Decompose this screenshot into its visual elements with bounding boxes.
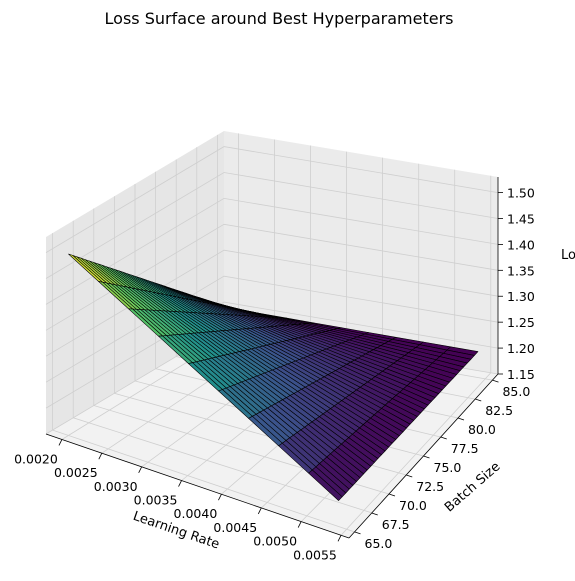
x-tick-label: 0.0020 bbox=[14, 451, 58, 466]
y-tick-mark bbox=[457, 417, 465, 421]
y-tick-label: 80.0 bbox=[468, 422, 496, 437]
z-tick-label: 1.30 bbox=[507, 289, 535, 304]
y-tick-mark bbox=[475, 398, 482, 402]
grid-line bbox=[45, 172, 499, 279]
chart-title: Loss Surface around Best Hyperparameters bbox=[105, 9, 454, 28]
z-tick-label: 1.25 bbox=[507, 315, 535, 330]
grid-line bbox=[45, 223, 499, 331]
x-tick-label: 0.0050 bbox=[253, 534, 297, 549]
x-tick-mark bbox=[98, 452, 103, 460]
x-tick-label: 0.0025 bbox=[54, 465, 98, 480]
x-tick-mark bbox=[58, 439, 63, 446]
x-tick-mark bbox=[218, 494, 222, 501]
x-tick-mark bbox=[138, 466, 143, 474]
x-tick-label: 0.0040 bbox=[174, 506, 218, 521]
y-tick-mark bbox=[423, 455, 430, 459]
y-tick-label: 82.5 bbox=[485, 403, 513, 418]
z-tick-label: 1.40 bbox=[507, 237, 535, 252]
y-tick-mark bbox=[440, 436, 447, 440]
y-tick-label: 70.0 bbox=[399, 498, 427, 513]
y-tick-mark bbox=[371, 512, 378, 516]
y-tick-label: 67.5 bbox=[382, 517, 410, 532]
x-tick-mark bbox=[337, 535, 342, 542]
loss-surface bbox=[68, 253, 479, 501]
y-tick-mark bbox=[388, 493, 396, 497]
x-tick-mark bbox=[257, 507, 262, 515]
y-tick-mark bbox=[354, 531, 361, 535]
grid-line bbox=[45, 275, 499, 383]
y-tick-label: 65.0 bbox=[365, 536, 393, 551]
grid-line bbox=[45, 301, 499, 409]
grid-lines bbox=[45, 133, 499, 536]
axes bbox=[45, 177, 503, 542]
tick-labels: 0.00200.00250.00300.00350.00400.00450.00… bbox=[14, 186, 535, 563]
y-tick-mark bbox=[406, 474, 413, 478]
y-tick-label: 72.5 bbox=[416, 479, 444, 494]
z-tick-label: 1.20 bbox=[507, 341, 535, 356]
x-axis-line bbox=[45, 433, 350, 539]
z-tick-label: 1.45 bbox=[507, 211, 535, 226]
y-tick-label: 77.5 bbox=[451, 441, 479, 456]
x-tick-label: 0.0035 bbox=[134, 493, 178, 508]
grid-line bbox=[45, 146, 499, 253]
z-tick-label: 1.15 bbox=[507, 367, 535, 382]
y-tick-label: 75.0 bbox=[434, 460, 462, 475]
x-tick-mark bbox=[297, 521, 302, 528]
z-tick-label: 1.50 bbox=[507, 186, 535, 201]
grid-line bbox=[45, 249, 499, 357]
surface-patch bbox=[308, 469, 343, 501]
z-axis-label: Lo bbox=[561, 248, 575, 263]
y-tick-mark bbox=[492, 379, 499, 383]
x-tick-label: 0.0055 bbox=[293, 547, 337, 562]
y-tick-label: 85.0 bbox=[502, 384, 530, 399]
x-tick-mark bbox=[178, 480, 182, 487]
x-tick-label: 0.0045 bbox=[213, 520, 257, 535]
x-tick-label: 0.0030 bbox=[94, 479, 138, 494]
z-tick-label: 1.35 bbox=[507, 263, 535, 278]
